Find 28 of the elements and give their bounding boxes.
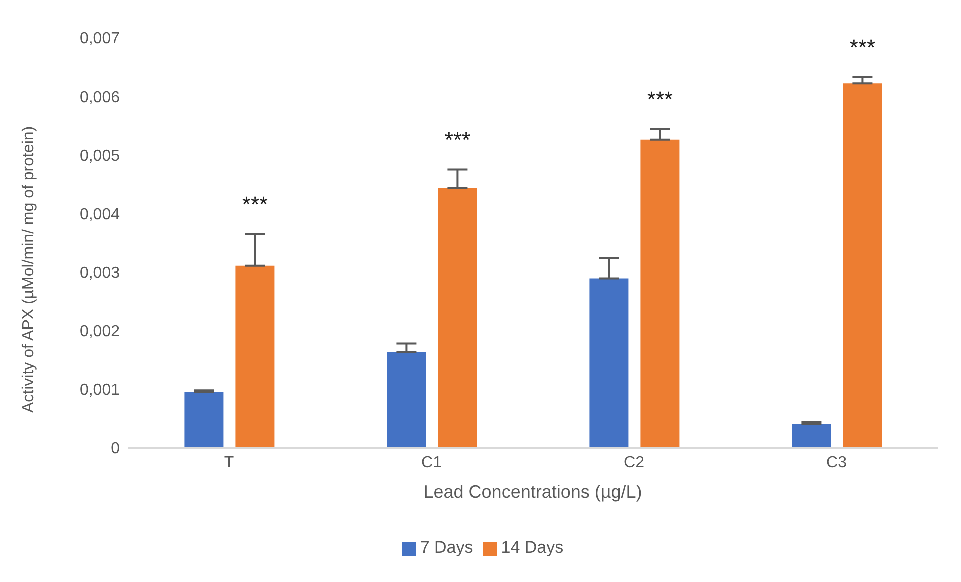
y-tick-label: 0,005 [80,148,120,165]
annotation: *** [242,192,269,218]
y-tick-label: 0,007 [80,30,120,48]
annotation: *** [647,87,674,112]
x-tick-label: C1 [422,454,442,472]
annotation: *** [444,128,472,153]
x-axis-title: Lead Concentrations (µg/L) [424,482,642,502]
annotation: *** [850,35,876,60]
bar [184,392,224,448]
bar [590,278,629,448]
bar [236,266,275,448]
bar [792,424,832,448]
x-tick-label: C2 [624,454,645,472]
y-tick-label: 0,006 [80,89,120,106]
bar [640,140,680,448]
bar [843,84,882,448]
y-tick-label: 0 [111,440,120,458]
legend-label: 14 Days [501,538,564,557]
y-tick-label: 0,004 [80,206,120,224]
bar [387,352,426,448]
y-tick-label: 0,003 [80,264,120,282]
legend-label: 7 Days [420,538,474,557]
x-tick-label: T [224,454,234,472]
y-tick-label: 0,002 [80,324,120,341]
y-tick-label: 0,001 [80,382,120,400]
y-axis-title: Activity of APX (µMol/min/ mg of protein) [20,126,38,413]
bar [438,188,478,448]
x-tick-label: C3 [826,454,848,472]
